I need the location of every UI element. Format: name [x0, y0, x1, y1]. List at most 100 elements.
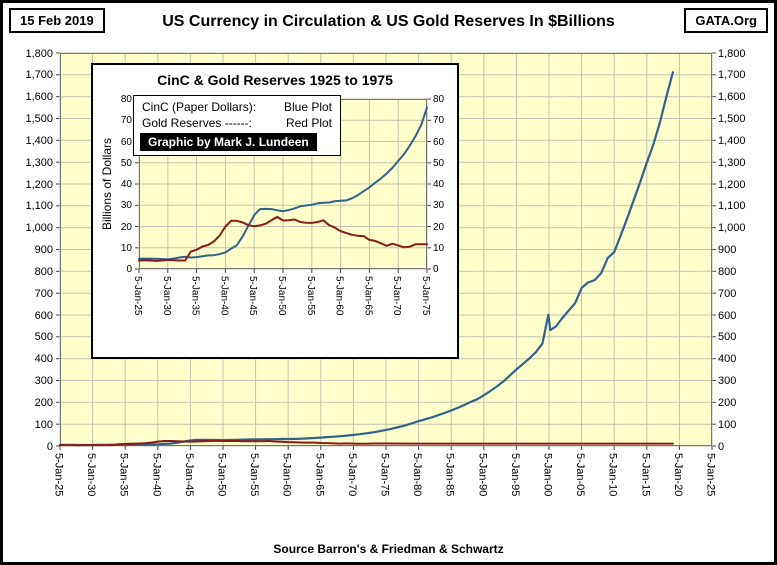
legend-cinc-label: CinC (Paper Dollars): — [142, 100, 257, 114]
x-tick-label: 5-Jan-35 — [189, 276, 201, 316]
x-tick-label: 5-Jan-65 — [362, 276, 374, 316]
y-tick-label-right: 1,500 — [718, 113, 746, 125]
legend-cinc-value: Blue Plot — [283, 100, 332, 114]
y-tick-label-left: 1,500 — [25, 113, 53, 125]
x-tick-label: 5-Jan-25 — [52, 453, 65, 497]
x-tick-label: 5-Jan-00 — [541, 453, 554, 497]
y-tick-label-left: 10 — [120, 242, 132, 254]
y-tick-label-right: 60 — [433, 136, 445, 148]
y-tick-label-right: 70 — [433, 115, 445, 127]
y-tick-label-right: 80 — [433, 94, 445, 105]
y-tick-label-left: 900 — [34, 244, 53, 256]
x-tick-label: 5-Jan-20 — [671, 453, 684, 497]
y-tick-label-right: 200 — [718, 396, 737, 409]
y-tick-label-right: 30 — [433, 200, 445, 212]
y-tick-label-right: 700 — [718, 287, 737, 300]
x-tick-label: 5-Jan-75 — [378, 453, 391, 497]
y-tick-label-right: 40 — [433, 179, 445, 190]
y-tick-label-right: 1,200 — [718, 178, 746, 191]
x-tick-label: 5-Jan-65 — [313, 453, 326, 497]
legend: CinC (Paper Dollars): Blue Plot Gold Res… — [133, 95, 341, 156]
y-tick-label-right: 50 — [433, 157, 445, 169]
y-tick-label-right: 600 — [718, 309, 737, 322]
y-tick-label-left: 20 — [120, 221, 132, 233]
legend-item-gold: Gold Reserves ------: Red Plot — [140, 115, 334, 131]
y-tick-label-right: 500 — [718, 331, 737, 344]
y-tick-label-right: 1,600 — [718, 91, 746, 104]
y-tick-label-left: 60 — [120, 136, 132, 148]
y-tick-label-left: 1,400 — [25, 134, 53, 147]
x-tick-label: 5-Jan-35 — [117, 453, 130, 497]
x-tick-label: 5-Jan-50 — [215, 453, 228, 497]
legend-gold-label: Gold Reserves ------: — [142, 116, 253, 130]
chart-title: US Currency in Circulation & US Gold Res… — [162, 13, 615, 30]
y-tick-label-left: 700 — [34, 287, 53, 300]
x-tick-label: 5-Jan-75 — [420, 276, 431, 316]
x-tick-label: 5-Jan-05 — [574, 453, 587, 497]
y-tick-label-right: 800 — [718, 265, 737, 278]
y-tick-label-left: 500 — [34, 331, 53, 344]
date-box: 15 Feb 2019 — [9, 8, 105, 33]
y-tick-label-left: 1,700 — [25, 69, 53, 82]
x-tick-label: 5-Jan-30 — [160, 276, 172, 316]
inset-chart: CinC & Gold Reserves 1925 to 1975 Billio… — [91, 63, 459, 359]
x-tick-label: 5-Jan-50 — [276, 276, 287, 316]
y-tick-label-left: 0 — [126, 264, 132, 275]
x-tick-label: 5-Jan-90 — [476, 453, 489, 497]
y-tick-label-right: 100 — [718, 418, 737, 431]
y-tick-label-left: 300 — [34, 375, 53, 387]
x-tick-label: 5-Jan-15 — [639, 453, 652, 497]
y-tick-label-left: 200 — [34, 396, 53, 409]
y-tick-label-left: 80 — [120, 94, 132, 105]
org-box: GATA.Org — [684, 8, 768, 33]
y-tick-label-left: 40 — [120, 179, 132, 190]
source-caption: Source Barron's & Friedman & Schwartz — [273, 542, 504, 556]
x-tick-label: 5-Jan-85 — [443, 453, 456, 497]
x-tick-label: 5-Jan-30 — [85, 453, 98, 497]
y-tick-label-right: 1,000 — [718, 222, 746, 235]
x-tick-label: 5-Jan-45 — [182, 453, 195, 497]
y-tick-label-left: 50 — [120, 157, 132, 169]
y-tick-label-right: 0 — [718, 440, 725, 453]
y-tick-label-right: 1,300 — [718, 156, 746, 169]
x-tick-label: 5-Jan-45 — [247, 276, 259, 316]
x-tick-label: 5-Jan-60 — [280, 453, 293, 497]
y-tick-label-right: 1,800 — [718, 47, 746, 60]
y-tick-label-left: 1,100 — [25, 200, 53, 213]
x-tick-label: 5-Jan-10 — [606, 453, 619, 497]
inset-title: CinC & Gold Reserves 1925 to 1975 — [157, 72, 393, 88]
y-tick-label-right: 1,100 — [718, 200, 746, 213]
x-tick-label: 5-Jan-95 — [508, 453, 521, 497]
x-tick-label: 5-Jan-70 — [345, 453, 358, 497]
y-tick-label-right: 10 — [433, 242, 445, 254]
y-tick-label-left: 70 — [120, 115, 132, 127]
y-tick-label-left: 30 — [120, 200, 132, 212]
y-tick-label-right: 400 — [718, 353, 737, 366]
y-tick-label-right: 0 — [433, 264, 439, 275]
x-tick-label: 5-Jan-55 — [304, 276, 316, 316]
x-tick-label: 5-Jan-55 — [248, 453, 261, 497]
x-tick-label: 5-Jan-60 — [333, 276, 345, 316]
legend-gold-value: Red Plot — [285, 116, 332, 130]
y-tick-label-left: 1,600 — [25, 91, 53, 104]
y-tick-label-left: 100 — [34, 418, 53, 431]
y-tick-label-left: 800 — [34, 265, 53, 278]
y-tick-label-right: 1,700 — [718, 69, 746, 82]
y-tick-label-left: 1,200 — [25, 178, 53, 191]
y-tick-label-left: 0 — [46, 440, 53, 453]
y-tick-label-right: 1,400 — [718, 134, 746, 147]
y-tick-label-right: 300 — [718, 375, 737, 387]
x-tick-label: 5-Jan-80 — [411, 453, 424, 497]
credit-box: Graphic by Mark J. Lundeen — [140, 133, 317, 151]
y-tick-label-left: 400 — [34, 353, 53, 366]
y-tick-label-left: 1,300 — [25, 156, 53, 169]
x-tick-label: 5-Jan-40 — [150, 453, 163, 497]
x-tick-label: 5-Jan-25 — [704, 453, 717, 497]
y-tick-label-right: 20 — [433, 221, 445, 233]
legend-item-cinc: CinC (Paper Dollars): Blue Plot — [140, 99, 334, 115]
y-tick-label-left: 600 — [34, 309, 53, 322]
y-tick-label-left: 1,800 — [25, 47, 53, 60]
y-tick-label-left: 1,000 — [25, 222, 53, 235]
x-tick-label: 5-Jan-70 — [391, 276, 403, 316]
